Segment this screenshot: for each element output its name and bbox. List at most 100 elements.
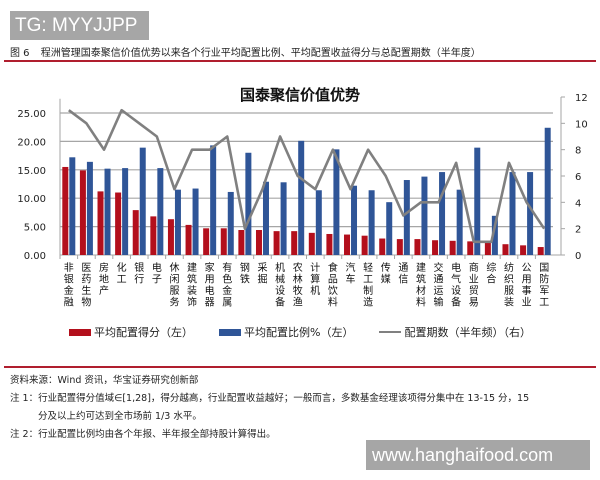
- bar-score: [62, 166, 69, 255]
- watermark-top: TG: MYYJJPP: [10, 11, 149, 40]
- bar-score: [361, 235, 368, 255]
- x-category-label: 钢: [240, 261, 250, 274]
- x-category-label: 金: [222, 284, 232, 297]
- bar-ratio: [315, 190, 322, 255]
- x-category-label: 车: [346, 273, 356, 286]
- x-category-label: 融: [64, 297, 74, 309]
- caption-divider: [4, 60, 596, 62]
- x-category-label: 材: [416, 284, 426, 297]
- x-category-label: 运: [434, 285, 444, 297]
- x-category-label: 公: [522, 263, 532, 274]
- figure-caption-text: 程洲管理国泰聚信价值优势以来各个行业平均配置比例、平均配置收益得分与总配置期数（…: [40, 48, 481, 59]
- x-category-label: 休: [169, 262, 179, 274]
- x-category-label: 掘: [257, 273, 267, 286]
- x-category-label: 工: [363, 275, 373, 286]
- x-category-label: 采: [257, 262, 267, 274]
- x-category-label: 银: [64, 273, 74, 286]
- x-category-label: 器: [205, 297, 215, 309]
- chart-legend: 平均配置得分（左） 平均配置比例%（左） 配置期数（半年频）（右）: [0, 324, 600, 340]
- x-category-label: 料: [416, 296, 426, 309]
- x-category-label: 筑: [416, 273, 426, 286]
- x-category-label: 用: [522, 275, 532, 286]
- x-category-label: 传: [381, 262, 391, 274]
- x-category-label: 装: [504, 296, 514, 309]
- x-category-label: 械: [275, 273, 285, 286]
- x-category-label: 机: [310, 284, 320, 297]
- x-category-label: 易: [469, 297, 479, 309]
- x-category-label: 房: [99, 261, 109, 274]
- x-category-label: 造: [363, 296, 373, 309]
- x-category-label: 业: [522, 297, 532, 309]
- bar-ratio: [192, 188, 199, 255]
- y-left-tick: 15.00: [17, 166, 46, 177]
- x-category-label: 子: [152, 274, 162, 286]
- bar-score: [537, 247, 544, 255]
- x-category-label: 事: [522, 284, 532, 297]
- y-right-tick: 6: [575, 172, 581, 183]
- bar-score: [414, 239, 421, 255]
- y-right-tick: 8: [575, 146, 581, 157]
- y-right-tick: 12: [575, 93, 588, 104]
- legend-item-ratio: 平均配置比例%（左）: [219, 324, 353, 340]
- x-category-label: 料: [328, 296, 338, 309]
- bar-score: [79, 170, 86, 255]
- x-category-label: 汽: [346, 261, 356, 274]
- legend-swatch-ratio: [219, 328, 242, 336]
- note-2: 注 2：行业配置比例均由各个年报、半年报全部持股计算得出。: [10, 429, 276, 440]
- bar-score: [220, 228, 227, 255]
- bar-score: [326, 233, 333, 255]
- y-right-tick: 2: [575, 225, 581, 236]
- legend-line-periods: [379, 331, 402, 333]
- source-note: 资料来源：Wind 资讯，华宝证券研究创新部: [10, 375, 199, 386]
- bar-ratio: [386, 202, 393, 255]
- x-category-label: 筑: [187, 273, 197, 286]
- legend-label-periods: 配置期数（半年频）（右）: [404, 326, 531, 339]
- x-category-label: 装: [187, 284, 197, 297]
- legend-label-score: 平均配置得分（左）: [94, 326, 194, 339]
- bar-ratio: [333, 149, 340, 255]
- bar-score: [115, 192, 122, 255]
- x-category-label: 信: [398, 274, 408, 286]
- bar-ratio: [544, 127, 551, 255]
- line-periods: [68, 108, 546, 244]
- note-1-continued: 分及以上约可达到全市场前 1/3 水平。: [38, 411, 202, 422]
- x-category-label: 建: [187, 261, 197, 274]
- x-category-label: 备: [275, 296, 285, 309]
- x-category-label: 业: [469, 274, 479, 286]
- x-category-label: 用: [205, 275, 215, 286]
- note-1: 注 1：行业配置得分值域∈[1,28]，得分越高，行业配置收益越好；一般而言，多…: [10, 393, 530, 404]
- x-category-label: 设: [451, 285, 461, 297]
- x-category-label: 设: [275, 285, 285, 297]
- bar-score: [379, 238, 386, 255]
- y-right-tick: 10: [575, 119, 588, 130]
- bar-ratio: [139, 147, 146, 255]
- bar-score: [132, 210, 139, 255]
- x-category-label: 输: [434, 296, 444, 309]
- bar-ratio: [298, 140, 305, 255]
- bar-score: [520, 245, 527, 255]
- x-category-label: 算: [310, 273, 320, 286]
- x-category-label: 饮: [328, 284, 338, 297]
- x-category-label: 军: [539, 285, 549, 297]
- x-category-label: 电: [152, 261, 162, 274]
- figure-number: 图 6: [10, 48, 30, 59]
- bar-score: [344, 234, 351, 255]
- x-category-label: 通: [434, 274, 444, 286]
- legend-swatch-score: [69, 328, 92, 336]
- bar-ratio: [527, 172, 534, 255]
- figure-caption: 图 6 程洲管理国泰聚信价值优势以来各个行业平均配置比例、平均配置收益得分与总配…: [10, 44, 481, 59]
- bar-ratio: [509, 172, 516, 255]
- x-category-label: 饰: [187, 296, 197, 309]
- y-left-tick: 5.00: [24, 223, 46, 234]
- legend-item-periods: 配置期数（半年频）（右）: [379, 324, 531, 340]
- x-category-label: 食: [328, 261, 338, 274]
- y-left-tick: 25.00: [17, 109, 46, 120]
- bar-score: [238, 230, 245, 255]
- legend-label-ratio: 平均配置比例%（左）: [244, 326, 354, 339]
- x-category-label: 电: [451, 261, 461, 274]
- bar-ratio: [403, 180, 410, 255]
- bar-score: [484, 242, 491, 255]
- x-category-label: 林: [293, 273, 303, 286]
- x-category-label: 服: [169, 285, 179, 297]
- bar-ratio: [86, 161, 93, 255]
